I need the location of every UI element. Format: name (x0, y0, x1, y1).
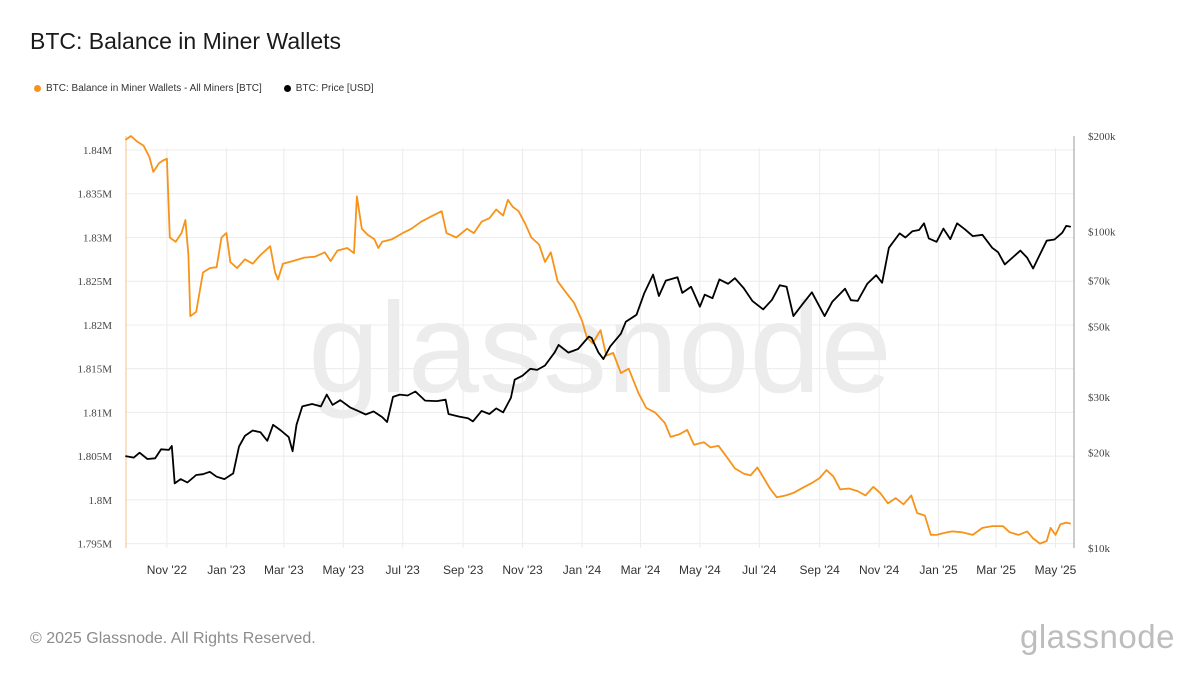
watermark-text: glassnode (308, 277, 892, 420)
grid-lines (126, 148, 1074, 548)
x-tick-label: Jan '23 (207, 563, 246, 577)
x-tick-label: Sep '23 (443, 563, 484, 577)
y-right-tick-label: $100k (1088, 226, 1116, 238)
series-layer (125, 135, 1071, 545)
legend-item-price[interactable]: BTC: Price [USD] (283, 83, 374, 94)
y-right-tick-label: $70k (1088, 275, 1111, 287)
x-tick-label: Jan '24 (563, 563, 602, 577)
x-tick-label: Mar '25 (976, 563, 1016, 577)
axes (125, 136, 1075, 548)
y-right-tick-label: $20k (1088, 448, 1111, 460)
x-tick-label: Jul '24 (742, 563, 777, 577)
tick-labels: 1.795M 1.8M 1.805M 1.81M 1.815M 1.82M 1.825M 1.… (77, 131, 1116, 577)
x-tick-label: May '23 (322, 563, 364, 577)
x-tick-label: Sep '24 (800, 563, 841, 577)
x-tick-label: May '24 (679, 563, 721, 577)
y-right-tick-label: $10k (1088, 543, 1111, 555)
y-left-tick-label: 1.805M (77, 451, 112, 463)
y-left-tick-label: 1.8M (88, 495, 112, 507)
y-left-tick-label: 1.815M (77, 364, 112, 376)
y-left-tick-label: 1.835M (77, 189, 112, 201)
x-tick-label: May '25 (1035, 563, 1077, 577)
legend-dot-balance (34, 85, 41, 92)
x-tick-label: Jan '25 (919, 563, 958, 577)
y-right-tick-label: $30k (1088, 392, 1111, 404)
y-left-tick-label: 1.825M (77, 276, 112, 288)
legend-label-price: BTC: Price [USD] (295, 83, 374, 94)
legend-item-balance[interactable]: BTC: Balance in Miner Wallets - All Mine… (34, 83, 262, 94)
chart-legend: BTC: Balance in Miner Wallets - All Mine… (34, 83, 374, 94)
footer-logo: glassnode (1020, 618, 1175, 655)
chart-title: BTC: Balance in Miner Wallets (30, 28, 342, 54)
legend-dot-price (283, 85, 291, 92)
series-line-price[interactable] (125, 222, 1071, 485)
y-left-tick-label: 1.84M (83, 145, 112, 157)
y-left-tick-label: 1.81M (83, 407, 112, 419)
x-tick-label: Nov '22 (147, 563, 188, 577)
x-tick-label: Jul '23 (386, 563, 421, 577)
x-tick-label: Nov '23 (502, 563, 543, 577)
y-left-tick-label: 1.83M (83, 232, 112, 244)
y-right-tick-label: $200k (1088, 131, 1116, 143)
series-line-balance[interactable] (125, 135, 1071, 545)
footer-copyright: © 2025 Glassnode. All Rights Reserved. (30, 630, 316, 647)
y-left-tick-label: 1.82M (83, 320, 112, 332)
y-right-tick-label: $50k (1088, 322, 1111, 334)
y-left-tick-label: 1.795M (77, 539, 112, 551)
x-tick-label: Mar '24 (621, 563, 661, 577)
x-tick-label: Nov '24 (859, 563, 900, 577)
legend-label-balance: BTC: Balance in Miner Wallets - All Mine… (46, 83, 262, 94)
x-tick-label: Mar '23 (264, 563, 304, 577)
